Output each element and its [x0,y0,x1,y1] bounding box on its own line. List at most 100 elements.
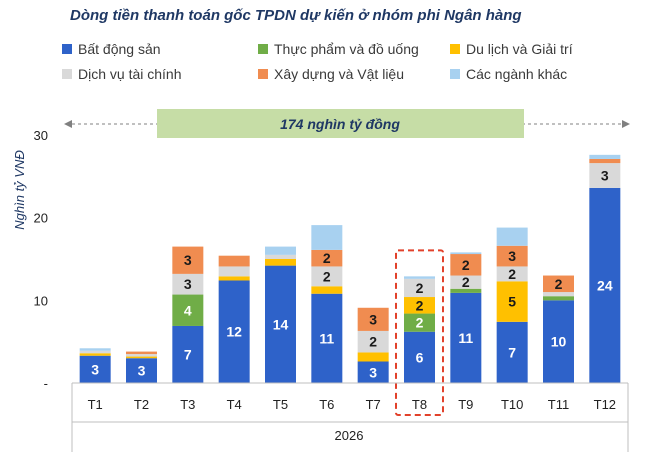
x-tick-label: T9 [458,397,473,412]
x-axis-label: 2026 [335,428,364,443]
legend-label: Bất động sản [78,41,161,57]
data-label: 10 [551,334,567,350]
bar-segment-cac-nganh-khac [311,225,343,250]
bar-segment-cac-nganh-khac [404,276,435,279]
bar-segment-dich-vu-tai-chinh [79,350,111,354]
bar-segment-du-lich-va-giai-tri [218,276,250,281]
bar-segment-du-lich-va-giai-tri [357,352,389,362]
annotation-box [157,109,524,138]
data-label: 2 [369,334,377,350]
legend-item-dich-vu-tai-chinh: Dịch vụ tài chính [62,66,182,82]
data-label: 3 [138,363,146,379]
data-label: 7 [508,344,516,360]
bar-segment-bat-dong-san [357,361,389,383]
y-tick-label: - [44,376,48,391]
legend-label: Các ngành khác [466,66,567,82]
bar-segment-cac-nganh-khac [589,154,621,159]
bar-segment-bat-dong-san [496,321,528,383]
legend-swatch [258,69,268,79]
bar-segment-du-lich-va-giai-tri [496,281,528,322]
annotation-band: 174 nghìn tỷ đồng [64,109,630,138]
y-tick-label: 20 [34,211,48,226]
data-label: 11 [458,330,473,346]
x-tick-label: T11 [548,397,569,412]
bar-segment-xay-dung-va-vat-lieu [496,245,528,267]
data-label: 2 [323,268,331,284]
y-tick-label: 30 [34,128,48,143]
data-label: 3 [369,311,377,327]
bar-segment-cac-nganh-khac [450,252,482,255]
data-label: 2 [508,266,516,282]
y-axis-label: Nghìn tỷ VNĐ [12,150,27,230]
bar-segment-bat-dong-san [79,355,111,383]
data-label: 2 [416,280,424,296]
legend-label: Dịch vụ tài chính [78,66,182,82]
bar-stack-t7: 3 2 3 [357,307,389,383]
data-label: 6 [416,349,424,365]
data-label: 4 [184,302,192,318]
bar-segment-bat-dong-san [172,325,204,383]
bar-segment-cac-nganh-khac [496,227,528,246]
bar-segment-dich-vu-tai-chinh [404,278,435,298]
bar-segment-dich-vu-tai-chinh [265,254,296,259]
bar-segment-xay-dung-va-vat-lieu [126,351,157,355]
data-label: 2 [555,276,563,292]
x-tick-label: T3 [180,397,195,412]
data-label: 2 [416,297,424,313]
data-label: 3 [601,168,609,184]
legend-item-xay-dung-va-vat-lieu: Xây dựng và Vật liệu [258,66,404,82]
arrow-left-icon [64,120,72,128]
bar-segment-bat-dong-san [589,187,621,383]
bar-segment-bat-dong-san [311,293,343,383]
bar-stack-t9: 11 22 [450,252,482,383]
chart-title: Dòng tiền thanh toán gốc TPDN dự kiến ở … [70,7,522,24]
bar-stack-t5: 14 [265,246,296,383]
bar-segment-dich-vu-tai-chinh [311,266,343,287]
x-tick-label: T7 [366,397,381,412]
bar-stack-t2: 3 [126,351,157,383]
bar-segment-bat-dong-san [404,331,435,383]
bar-segment-xay-dung-va-vat-lieu [311,249,343,267]
annotation-text: 174 nghìn tỷ đồng [280,116,400,132]
bar-segment-dich-vu-tai-chinh [543,292,574,297]
bar-segment-bat-dong-san [450,292,482,383]
y-axis: - 10 20 30 [34,128,48,391]
bar-segment-dich-vu-tai-chinh [496,266,528,282]
legend-swatch [62,44,72,54]
bar-segment-cac-nganh-khac [265,246,296,255]
bar-segment-bat-dong-san [218,280,250,383]
x-tick-label: T5 [273,397,288,412]
x-tick-label: T2 [134,397,149,412]
data-label: 3 [91,361,99,377]
bar-segment-cac-nganh-khac [79,348,111,351]
data-label: 14 [273,316,289,332]
y-tick-label: 10 [34,293,48,308]
arrow-right-icon [622,120,630,128]
data-label: 5 [508,294,516,310]
bar-segment-dich-vu-tai-chinh [357,330,389,353]
bar-segment-du-lich-va-giai-tri [404,297,435,314]
bar-stack-t4: 12 [218,255,250,383]
bar-segment-dich-vu-tai-chinh [126,354,157,357]
x-tick-label: T1 [88,397,103,412]
bar-stack-t12: 24 3 [589,154,621,383]
x-axis: T1 T2 T3 T4 T5 T6 T7 T8 T9 T10 T11 T12 [71,382,629,452]
data-label: 11 [319,330,334,346]
data-label: 24 [597,277,613,293]
legend-swatch [450,69,460,79]
bar-segment-bat-dong-san [126,358,157,383]
bar-segment-xay-dung-va-vat-lieu [543,275,574,293]
legend: Bất động sản Thực phẩm và đồ uống Du lịch … [62,41,573,82]
bar-segment-bat-dong-san [543,300,574,383]
bar-segment-bat-dong-san [265,265,296,383]
bar-segment-dich-vu-tai-chinh [589,163,621,188]
x-tick-label: T6 [319,397,334,412]
legend-item-thuc-pham-va-do-uong: Thực phẩm và đồ uống [258,41,419,57]
legend-swatch [450,44,460,54]
data-label: 3 [508,248,516,264]
legend-label: Xây dựng và Vật liệu [274,66,404,82]
data-label: 2 [323,250,331,266]
bar-segment-du-lich-va-giai-tri [126,356,157,359]
